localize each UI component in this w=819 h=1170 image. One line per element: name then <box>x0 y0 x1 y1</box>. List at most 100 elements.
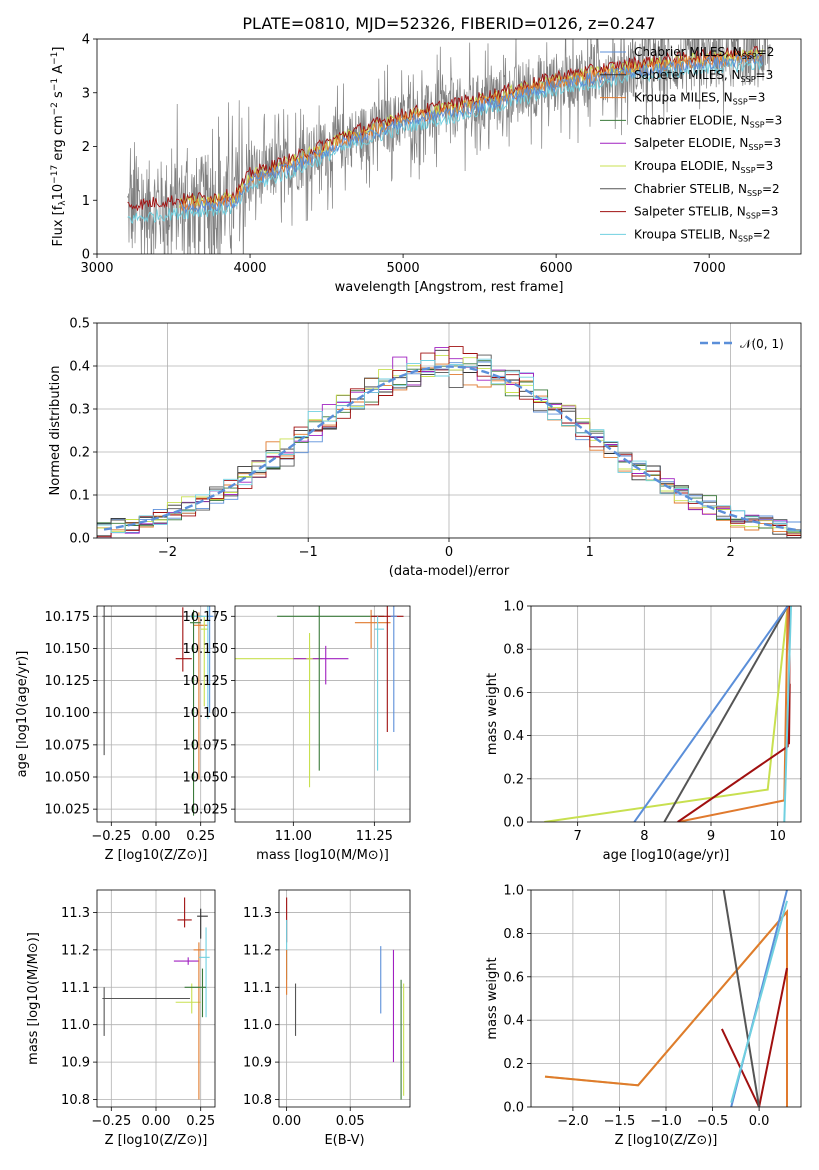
y-tick-label: 0.2 <box>503 1057 524 1072</box>
y-tick-label: 0.4 <box>503 1014 524 1029</box>
model-spectrum-line <box>127 45 763 211</box>
mass-weight-line <box>633 606 789 822</box>
plot-area-age-weight <box>531 606 801 822</box>
axes-age-weight: 7 8 9 10 0.0 0.2 0.4 0.6 0.8 1.0 age [log10(age/yr… <box>485 600 802 863</box>
y-axis-label: mass weight <box>485 673 500 755</box>
plot-area-z-age <box>97 606 215 822</box>
y-tick-label: 10.075 <box>45 738 91 753</box>
mass-weight-line <box>730 900 788 1103</box>
x-axis-label: E(B-V) <box>324 1133 364 1148</box>
mass-weight-line <box>663 606 789 822</box>
y-tick-label: 4 <box>82 33 90 48</box>
mass-weight-line <box>783 606 792 822</box>
axes-frame <box>278 889 411 1108</box>
y-tick-label: 0.4 <box>69 360 90 375</box>
y-tick-label: 1 <box>82 194 90 209</box>
mass-weight-line <box>544 606 789 822</box>
y-tick-label: 10.8 <box>61 1093 90 1108</box>
x-tick-label: 0.00 <box>272 1114 301 1129</box>
y-tick-label: 0.0 <box>503 1101 524 1116</box>
y-tick-label: 11.3 <box>61 906 90 921</box>
legend-label: Salpeter MILES, NSSP=3 <box>634 68 773 84</box>
x-tick-label: 0.25 <box>186 1114 215 1129</box>
y-tick-label: 10.125 <box>45 674 91 689</box>
x-tick-label: −0.25 <box>91 1114 131 1129</box>
x-tick-label: 5000 <box>387 261 420 276</box>
plot-area-z-mass <box>97 890 215 1107</box>
y-axis-label: mass weight <box>485 957 500 1039</box>
y-tick-label: 0.4 <box>503 729 524 744</box>
legend-label: Chabrier ELODIE, NSSP=3 <box>634 113 782 129</box>
y-tick-label: 1.0 <box>503 600 524 615</box>
mass-weight-line <box>722 890 761 1107</box>
model-spectrum-line <box>179 54 763 214</box>
plot-area-z-weight <box>531 890 801 1107</box>
axes-z-weight: −2.0 −1.5 −1.0 −0.5 0.0 0.0 0.2 0.4 0.6 0.8 1.0 Z [… <box>485 884 802 1148</box>
y-tick-label: 10.175 <box>183 610 229 625</box>
x-tick-label: −0.25 <box>91 829 131 844</box>
y-axis-label: mass [log10(M/M⊙)] <box>26 932 41 1065</box>
x-tick-label: 4000 <box>233 261 266 276</box>
y-tick-label: 10.125 <box>183 674 229 689</box>
y-tick-label: 0.1 <box>69 489 90 504</box>
axes-frame <box>96 322 802 539</box>
x-tick-label: 0 <box>445 545 453 560</box>
y-tick-label: 11.1 <box>243 981 272 996</box>
legend-label: 𝒩(0, 1) <box>740 337 784 351</box>
y-tick-label: 0.3 <box>69 403 90 418</box>
legend-label: Kroupa ELODIE, NSSP=3 <box>634 159 773 175</box>
y-tick-label: 0.5 <box>69 317 90 332</box>
x-tick-label: 0.25 <box>186 829 215 844</box>
y-tick-label: 0.8 <box>503 643 524 658</box>
legend-label: Salpeter STELIB, NSSP=3 <box>634 205 778 221</box>
x-tick-label: −0.5 <box>697 1114 729 1129</box>
y-tick-label: 11.0 <box>243 1018 272 1033</box>
legend-label: Chabrier MILES, NSSP=2 <box>634 45 774 61</box>
y-tick-label: 10.9 <box>61 1056 90 1071</box>
y-tick-label: 10.150 <box>183 642 229 657</box>
y-tick-label: 0.8 <box>503 927 524 942</box>
x-tick-label: 0.05 <box>336 1114 365 1129</box>
x-tick-label: 0.00 <box>142 829 171 844</box>
x-tick-label: −2.0 <box>557 1114 589 1129</box>
axes-frame <box>530 605 802 823</box>
y-axis-label: age [log10(age/yr)] <box>15 651 30 778</box>
y-tick-label: 10.150 <box>45 642 91 657</box>
y-tick-label: 10.075 <box>183 738 229 753</box>
axes-spectrum: 3000 4000 5000 6000 7000 0 1 2 3 4 wavelength [Ang… <box>50 33 802 295</box>
x-tick-label: 0.0 <box>749 1114 770 1129</box>
legend-label: Chabrier STELIB, NSSP=2 <box>634 182 780 198</box>
y-tick-label: 2 <box>82 140 90 155</box>
y-tick-label: 0.0 <box>69 532 90 547</box>
y-tick-label: 10.025 <box>45 803 91 818</box>
figure-title: PLATE=0810, MJD=52326, FIBERID=0126, z=0… <box>242 14 655 33</box>
y-tick-label: 11.0 <box>61 1018 90 1033</box>
x-tick-label: 10 <box>769 829 786 844</box>
legend-label: Salpeter ELODIE, NSSP=3 <box>634 136 781 152</box>
axes-z-mass: −0.25 0.00 0.25 10.8 10.9 11.0 11.1 11.2 11.3 Z [… <box>26 889 216 1148</box>
y-tick-label: 0.2 <box>69 446 90 461</box>
y-tick-label: 0 <box>82 248 90 263</box>
plot-area-spectrum <box>127 39 771 254</box>
y-tick-label: 10.100 <box>45 706 91 721</box>
axes-ebv-mass: 0.00 0.05 10.8 10.9 11.0 11.1 11.2 11.3 E(B-V) <box>243 889 411 1148</box>
y-axis-label: Flux [fλ10−17 erg cm−2 s−1 A−1] <box>50 47 68 247</box>
x-tick-label: 9 <box>707 829 715 844</box>
y-tick-label: 11.2 <box>61 943 90 958</box>
axes-z-age: −0.25 0.00 0.25 10.025 10.050 10.075 10.100 10.… <box>15 605 216 863</box>
x-tick-label: 11.00 <box>275 829 312 844</box>
y-tick-label: 10.025 <box>183 803 229 818</box>
axes-frame <box>234 605 411 823</box>
plot-area-hist <box>97 323 801 538</box>
x-tick-label: 11.25 <box>356 829 393 844</box>
x-axis-label: wavelength [Angstrom, rest frame] <box>335 280 564 295</box>
axes-frame <box>96 889 216 1108</box>
mass-weight-line <box>677 606 789 822</box>
x-tick-label: 3000 <box>80 261 113 276</box>
axes-frame <box>96 605 216 823</box>
mass-weight-line <box>720 967 788 1107</box>
x-tick-label: 8 <box>640 829 648 844</box>
x-tick-label: −1.5 <box>604 1114 636 1129</box>
y-tick-label: 0.6 <box>503 970 524 985</box>
y-tick-label: 0.2 <box>503 772 524 787</box>
